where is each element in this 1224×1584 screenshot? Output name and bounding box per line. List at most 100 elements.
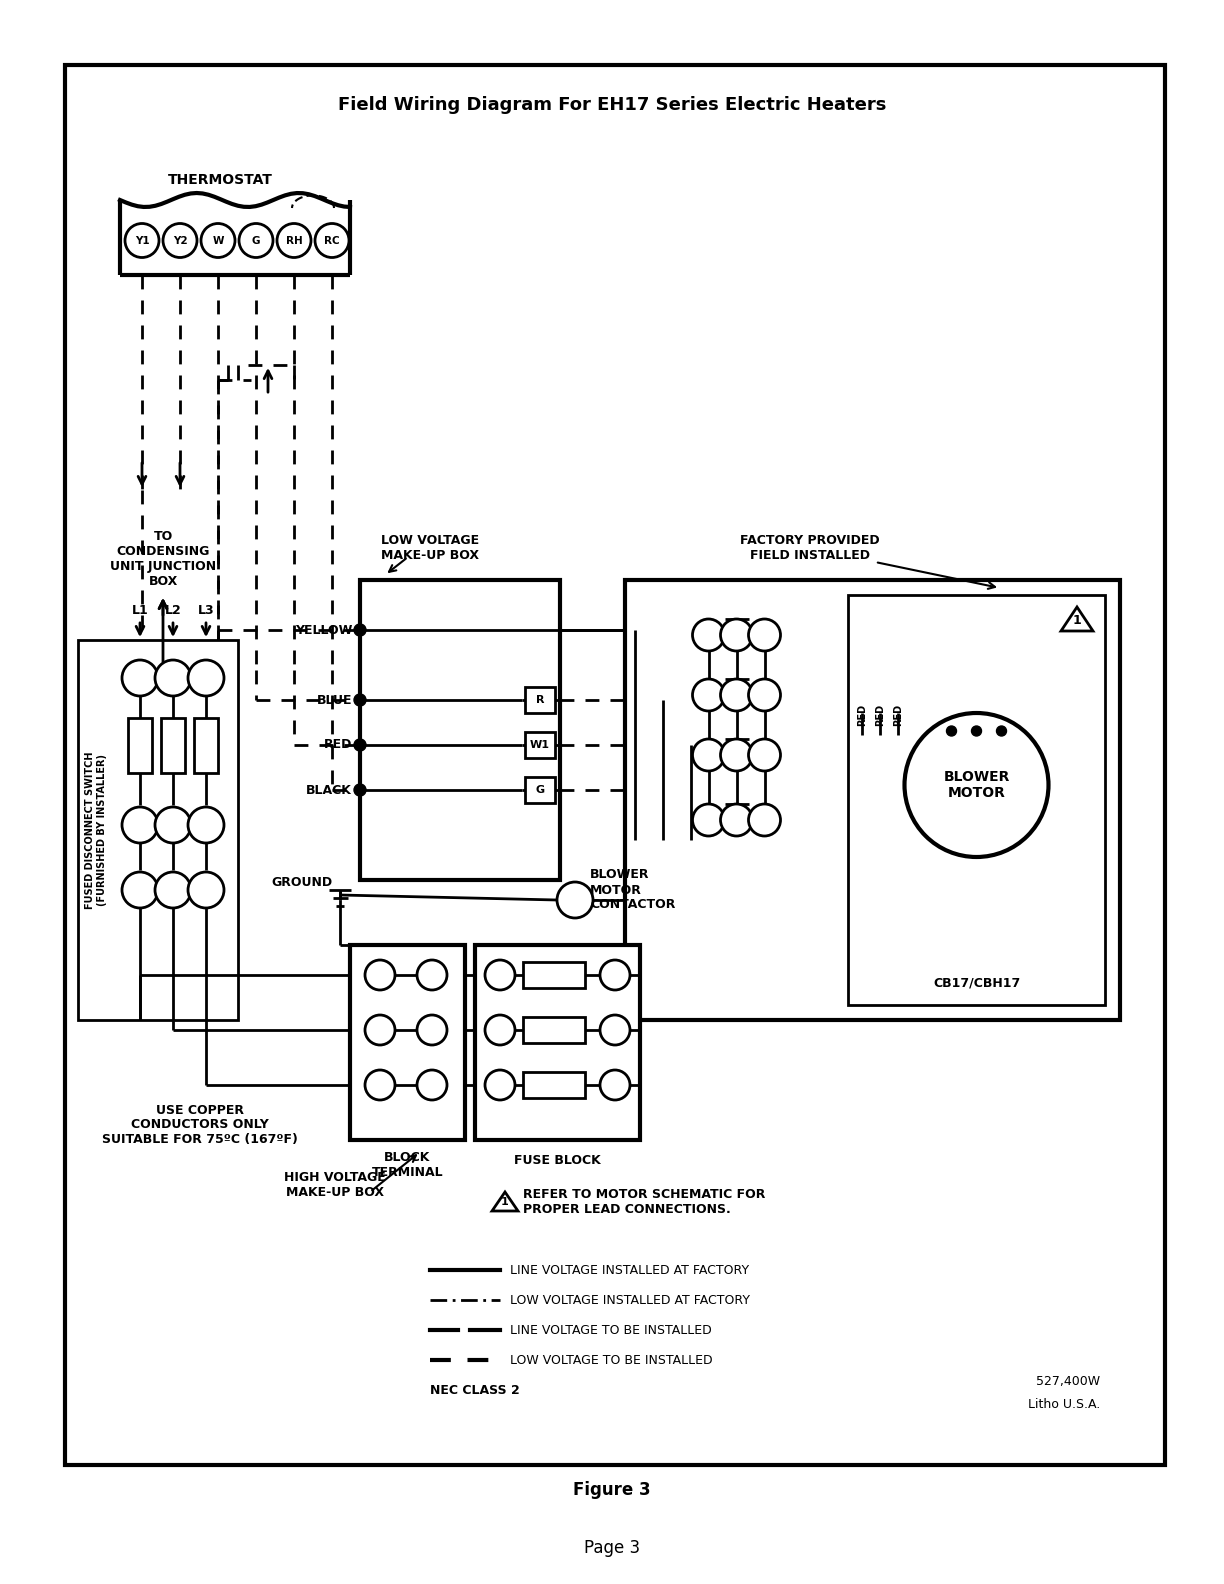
Circle shape xyxy=(354,694,366,706)
Bar xyxy=(525,778,554,803)
Bar xyxy=(78,640,237,1020)
Circle shape xyxy=(365,1015,395,1045)
Circle shape xyxy=(972,725,982,737)
Circle shape xyxy=(600,960,630,990)
Circle shape xyxy=(485,1071,515,1099)
Text: BLOWER
MOTOR
CONTACTOR: BLOWER MOTOR CONTACTOR xyxy=(590,868,676,911)
Text: R: R xyxy=(536,695,545,705)
Text: Figure 3: Figure 3 xyxy=(573,1481,651,1498)
Text: BLOCK
TERMINAL: BLOCK TERMINAL xyxy=(372,1152,443,1178)
Circle shape xyxy=(315,223,349,258)
Text: 527,400W: 527,400W xyxy=(1036,1375,1100,1389)
Circle shape xyxy=(125,223,159,258)
Circle shape xyxy=(485,960,515,990)
Text: 1: 1 xyxy=(1072,615,1081,627)
Circle shape xyxy=(365,1071,395,1099)
Circle shape xyxy=(188,873,224,908)
Text: YELLOW: YELLOW xyxy=(295,624,353,637)
Circle shape xyxy=(417,960,447,990)
Text: Y1: Y1 xyxy=(135,236,149,246)
Text: BLACK: BLACK xyxy=(306,784,353,797)
Text: W: W xyxy=(212,236,224,246)
Text: LOW VOLTAGE TO BE INSTALLED: LOW VOLTAGE TO BE INSTALLED xyxy=(510,1353,712,1367)
Text: L1: L1 xyxy=(132,604,148,616)
Text: FUSED DISCONNECT SWITCH
(FURNISHED BY INSTALLER): FUSED DISCONNECT SWITCH (FURNISHED BY IN… xyxy=(86,751,106,909)
Circle shape xyxy=(201,223,235,258)
Circle shape xyxy=(122,661,158,695)
Text: L2: L2 xyxy=(164,604,181,616)
Circle shape xyxy=(749,680,781,711)
Circle shape xyxy=(557,882,592,919)
Text: G: G xyxy=(535,786,545,795)
Circle shape xyxy=(721,680,753,711)
Text: GROUND: GROUND xyxy=(271,876,332,889)
Circle shape xyxy=(417,1071,447,1099)
Text: RED: RED xyxy=(857,703,867,725)
Text: LINE VOLTAGE TO BE INSTALLED: LINE VOLTAGE TO BE INSTALLED xyxy=(510,1324,711,1337)
Bar xyxy=(65,65,1165,1465)
Bar xyxy=(129,718,152,773)
Text: Page 3: Page 3 xyxy=(584,1540,640,1557)
Bar xyxy=(525,687,554,713)
Circle shape xyxy=(749,805,781,836)
Text: LOW VOLTAGE INSTALLED AT FACTORY: LOW VOLTAGE INSTALLED AT FACTORY xyxy=(510,1294,750,1307)
Text: W1: W1 xyxy=(530,740,550,749)
Circle shape xyxy=(365,960,395,990)
Text: RED: RED xyxy=(323,738,353,751)
Circle shape xyxy=(721,805,753,836)
Circle shape xyxy=(122,806,158,843)
Text: BLUE: BLUE xyxy=(317,694,353,706)
Text: BLOWER
MOTOR: BLOWER MOTOR xyxy=(944,770,1010,800)
Text: RED: RED xyxy=(894,703,903,725)
Text: RH: RH xyxy=(285,236,302,246)
Circle shape xyxy=(749,740,781,771)
Circle shape xyxy=(354,740,366,751)
Text: THERMOSTAT: THERMOSTAT xyxy=(168,173,273,187)
Bar xyxy=(162,718,185,773)
Circle shape xyxy=(693,619,725,651)
Text: RED: RED xyxy=(875,703,885,725)
Circle shape xyxy=(996,725,1006,737)
Circle shape xyxy=(354,784,366,797)
Bar xyxy=(360,580,561,881)
Bar xyxy=(475,946,640,1140)
Bar xyxy=(523,1017,585,1042)
Circle shape xyxy=(905,713,1049,857)
Text: L3: L3 xyxy=(198,604,214,616)
Circle shape xyxy=(600,1015,630,1045)
Text: LOW VOLTAGE
MAKE-UP BOX: LOW VOLTAGE MAKE-UP BOX xyxy=(381,534,479,562)
Bar xyxy=(625,580,1120,1020)
Text: FACTORY PROVIDED
FIELD INSTALLED: FACTORY PROVIDED FIELD INSTALLED xyxy=(741,534,880,562)
Text: CB17/CBH17: CB17/CBH17 xyxy=(933,976,1020,990)
Text: Y2: Y2 xyxy=(173,236,187,246)
Circle shape xyxy=(693,805,725,836)
Circle shape xyxy=(277,223,311,258)
Bar xyxy=(525,732,554,759)
Bar xyxy=(523,1072,585,1098)
Circle shape xyxy=(600,1071,630,1099)
Text: USE COPPER
CONDUCTORS ONLY
SUITABLE FOR 75ºC (167ºF): USE COPPER CONDUCTORS ONLY SUITABLE FOR … xyxy=(102,1104,297,1147)
Circle shape xyxy=(721,740,753,771)
Circle shape xyxy=(239,223,273,258)
Text: G: G xyxy=(252,236,261,246)
Circle shape xyxy=(485,1015,515,1045)
Bar xyxy=(350,946,465,1140)
Circle shape xyxy=(721,619,753,651)
Circle shape xyxy=(122,873,158,908)
Circle shape xyxy=(155,873,191,908)
Circle shape xyxy=(946,725,956,737)
Text: FUSE BLOCK: FUSE BLOCK xyxy=(514,1153,601,1166)
Text: RC: RC xyxy=(324,236,340,246)
Bar xyxy=(523,961,585,988)
Text: TO
CONDENSING
UNIT JUNCTION
BOX: TO CONDENSING UNIT JUNCTION BOX xyxy=(110,531,217,588)
Circle shape xyxy=(188,806,224,843)
Circle shape xyxy=(693,740,725,771)
Text: 1: 1 xyxy=(501,1198,509,1207)
Circle shape xyxy=(163,223,197,258)
Circle shape xyxy=(155,806,191,843)
Text: Litho U.S.A.: Litho U.S.A. xyxy=(1028,1397,1100,1410)
Text: Field Wiring Diagram For EH17 Series Electric Heaters: Field Wiring Diagram For EH17 Series Ele… xyxy=(338,97,886,114)
Text: LINE VOLTAGE INSTALLED AT FACTORY: LINE VOLTAGE INSTALLED AT FACTORY xyxy=(510,1264,749,1277)
Circle shape xyxy=(155,661,191,695)
Circle shape xyxy=(749,619,781,651)
